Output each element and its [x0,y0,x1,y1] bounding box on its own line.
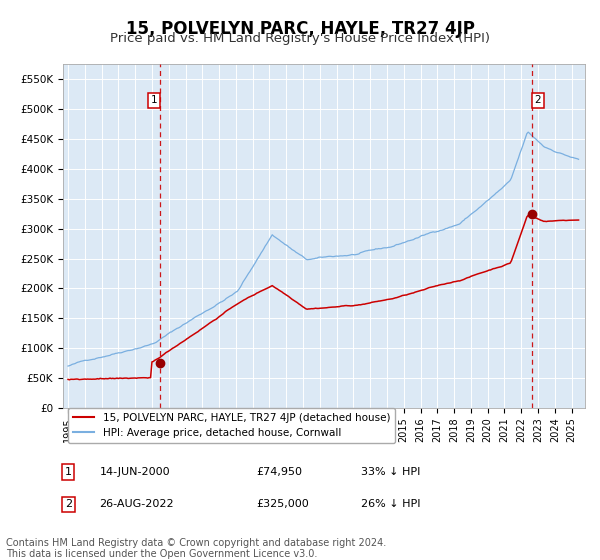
Text: 14-JUN-2000: 14-JUN-2000 [100,467,170,477]
Text: 33% ↓ HPI: 33% ↓ HPI [361,467,420,477]
Legend: 15, POLVELYN PARC, HAYLE, TR27 4JP (detached house), HPI: Average price, detache: 15, POLVELYN PARC, HAYLE, TR27 4JP (deta… [68,408,395,444]
Text: £325,000: £325,000 [256,500,309,510]
Text: 26-AUG-2022: 26-AUG-2022 [100,500,174,510]
Text: 1: 1 [151,95,157,105]
Text: Contains HM Land Registry data © Crown copyright and database right 2024.
This d: Contains HM Land Registry data © Crown c… [6,538,386,559]
Text: £74,950: £74,950 [256,467,302,477]
Text: 2: 2 [535,95,541,105]
Text: 26% ↓ HPI: 26% ↓ HPI [361,500,420,510]
Text: 15, POLVELYN PARC, HAYLE, TR27 4JP: 15, POLVELYN PARC, HAYLE, TR27 4JP [125,20,475,38]
Text: 1: 1 [65,467,72,477]
Text: 2: 2 [65,500,72,510]
Text: Price paid vs. HM Land Registry's House Price Index (HPI): Price paid vs. HM Land Registry's House … [110,32,490,45]
